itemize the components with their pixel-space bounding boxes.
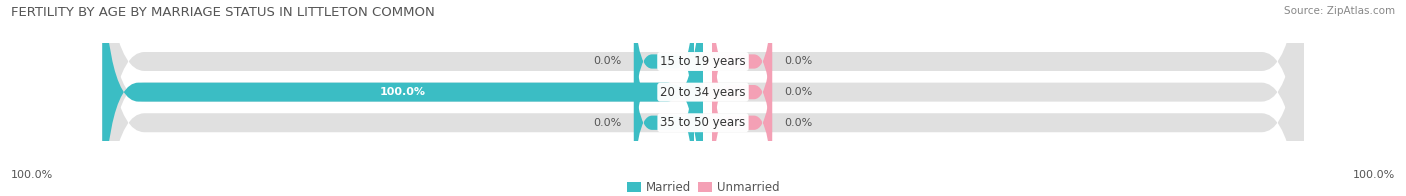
- Text: 100.0%: 100.0%: [1353, 170, 1395, 180]
- FancyBboxPatch shape: [103, 0, 1303, 196]
- Text: 0.0%: 0.0%: [785, 118, 813, 128]
- Text: 100.0%: 100.0%: [380, 87, 426, 97]
- FancyBboxPatch shape: [634, 0, 695, 146]
- FancyBboxPatch shape: [103, 0, 1303, 196]
- Text: Source: ZipAtlas.com: Source: ZipAtlas.com: [1284, 6, 1395, 16]
- Text: 0.0%: 0.0%: [593, 118, 621, 128]
- FancyBboxPatch shape: [634, 38, 695, 196]
- FancyBboxPatch shape: [711, 38, 772, 196]
- Text: 35 to 50 years: 35 to 50 years: [661, 116, 745, 129]
- Text: 100.0%: 100.0%: [11, 170, 53, 180]
- FancyBboxPatch shape: [103, 0, 703, 196]
- FancyBboxPatch shape: [711, 0, 772, 146]
- Legend: Married, Unmarried: Married, Unmarried: [621, 176, 785, 196]
- Text: 20 to 34 years: 20 to 34 years: [661, 86, 745, 99]
- Text: FERTILITY BY AGE BY MARRIAGE STATUS IN LITTLETON COMMON: FERTILITY BY AGE BY MARRIAGE STATUS IN L…: [11, 6, 434, 19]
- Text: 0.0%: 0.0%: [593, 56, 621, 66]
- Text: 0.0%: 0.0%: [785, 56, 813, 66]
- FancyBboxPatch shape: [103, 0, 1303, 196]
- Text: 0.0%: 0.0%: [785, 87, 813, 97]
- FancyBboxPatch shape: [711, 7, 772, 177]
- Text: 15 to 19 years: 15 to 19 years: [661, 55, 745, 68]
- FancyBboxPatch shape: [634, 7, 695, 177]
